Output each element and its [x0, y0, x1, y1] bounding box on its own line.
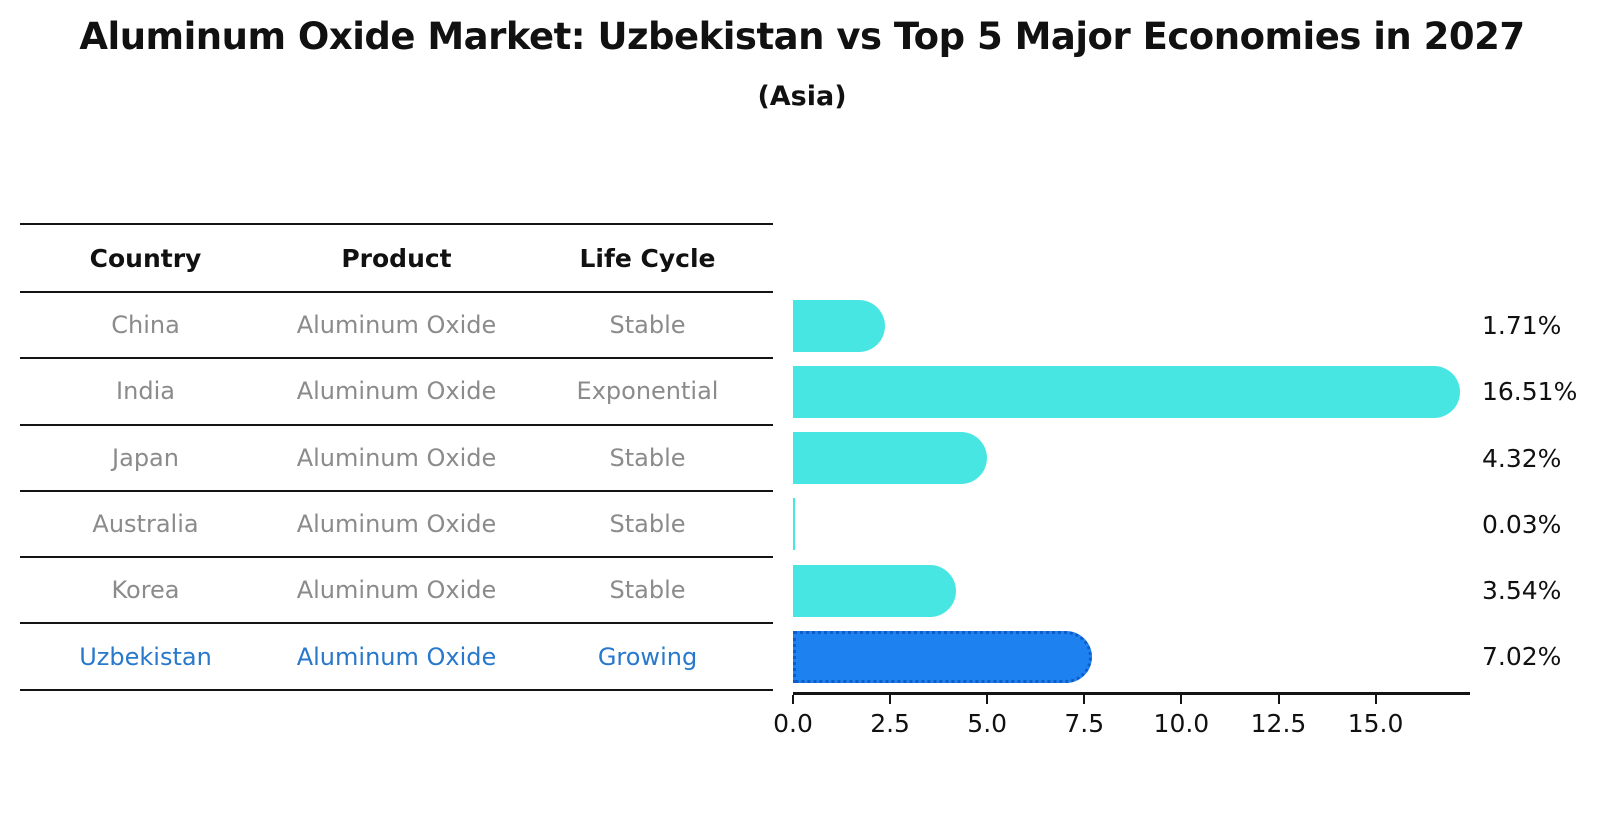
- cell-product: Aluminum Oxide: [296, 576, 497, 605]
- table-row-korea: Korea Aluminum Oxide Stable: [20, 558, 773, 625]
- header-cell-life-cycle: Life Cycle: [579, 243, 716, 273]
- x-axis-tick-label: 5.0: [967, 709, 1008, 738]
- bar-uzbekistan: [793, 630, 1092, 683]
- bar-india: [793, 365, 1461, 418]
- table-row-australia: Australia Aluminum Oxide Stable: [20, 492, 773, 559]
- cell-country: China: [111, 311, 180, 340]
- chart-subtitle: (Asia): [757, 81, 847, 112]
- table-row-uzbekistan: Uzbekistan Aluminum Oxide Growing: [20, 624, 773, 691]
- table-row-india: India Aluminum Oxide Exponential: [20, 359, 773, 426]
- cell-life-cycle: Growing: [597, 642, 698, 671]
- cell-country: India: [116, 377, 175, 406]
- cell-life-cycle: Exponential: [576, 377, 719, 406]
- cell-country: Uzbekistan: [79, 642, 212, 671]
- cell-product: Aluminum Oxide: [296, 443, 497, 472]
- cell-country: Japan: [112, 443, 179, 472]
- cell-country: Australia: [92, 510, 199, 539]
- bar-china: [793, 299, 886, 352]
- value-label-korea: 3.54%: [1482, 576, 1562, 606]
- value-label-uzbekistan: 7.02%: [1482, 642, 1562, 672]
- table-row-japan: Japan Aluminum Oxide Stable: [20, 426, 773, 492]
- x-axis-tick: [792, 695, 794, 704]
- value-label-india: 16.51%: [1482, 377, 1578, 407]
- value-label-japan: 4.32%: [1482, 443, 1562, 473]
- x-axis-tick-label: 7.5: [1064, 709, 1105, 738]
- cell-country: Korea: [111, 576, 180, 605]
- cell-product: Aluminum Oxide: [296, 642, 497, 671]
- cell-product: Aluminum Oxide: [296, 377, 497, 406]
- cell-life-cycle: Stable: [609, 510, 686, 539]
- cell-life-cycle: Stable: [609, 576, 686, 605]
- header-cell-country: Country: [89, 243, 202, 273]
- cell-life-cycle: Stable: [609, 443, 686, 472]
- country-table: Country Product Life Cycle China Aluminu…: [20, 223, 773, 691]
- table-row-china: China Aluminum Oxide Stable: [20, 293, 773, 360]
- cell-product: Aluminum Oxide: [296, 311, 497, 340]
- x-axis-tick-label: 10.0: [1153, 709, 1210, 738]
- x-axis-tick-label: 0.0: [773, 709, 813, 738]
- bar-korea: [793, 564, 957, 617]
- x-axis-spine: [793, 692, 1470, 695]
- cell-life-cycle: Stable: [609, 311, 686, 340]
- x-axis-tick: [1374, 695, 1377, 704]
- x-axis-tick: [1277, 695, 1280, 704]
- cell-product: Aluminum Oxide: [296, 510, 497, 539]
- bar-japan: [793, 432, 987, 485]
- x-axis-tick: [1180, 695, 1183, 704]
- x-axis-tick: [986, 695, 989, 704]
- x-axis-tick: [889, 695, 892, 704]
- header-cell-product: Product: [341, 243, 452, 273]
- bar-australia: [793, 498, 795, 551]
- value-label-australia: 0.03%: [1482, 509, 1562, 539]
- x-axis-tick: [1083, 695, 1086, 704]
- value-label-china: 1.71%: [1482, 311, 1562, 340]
- x-axis-tick-label: 15.0: [1347, 709, 1404, 738]
- chart-title: Aluminum Oxide Market: Uzbekistan vs Top…: [79, 15, 1525, 58]
- x-axis-tick-label: 2.5: [870, 709, 910, 738]
- x-axis-tick-label: 12.5: [1250, 709, 1307, 738]
- table-header-row: Country Product Life Cycle: [20, 223, 773, 293]
